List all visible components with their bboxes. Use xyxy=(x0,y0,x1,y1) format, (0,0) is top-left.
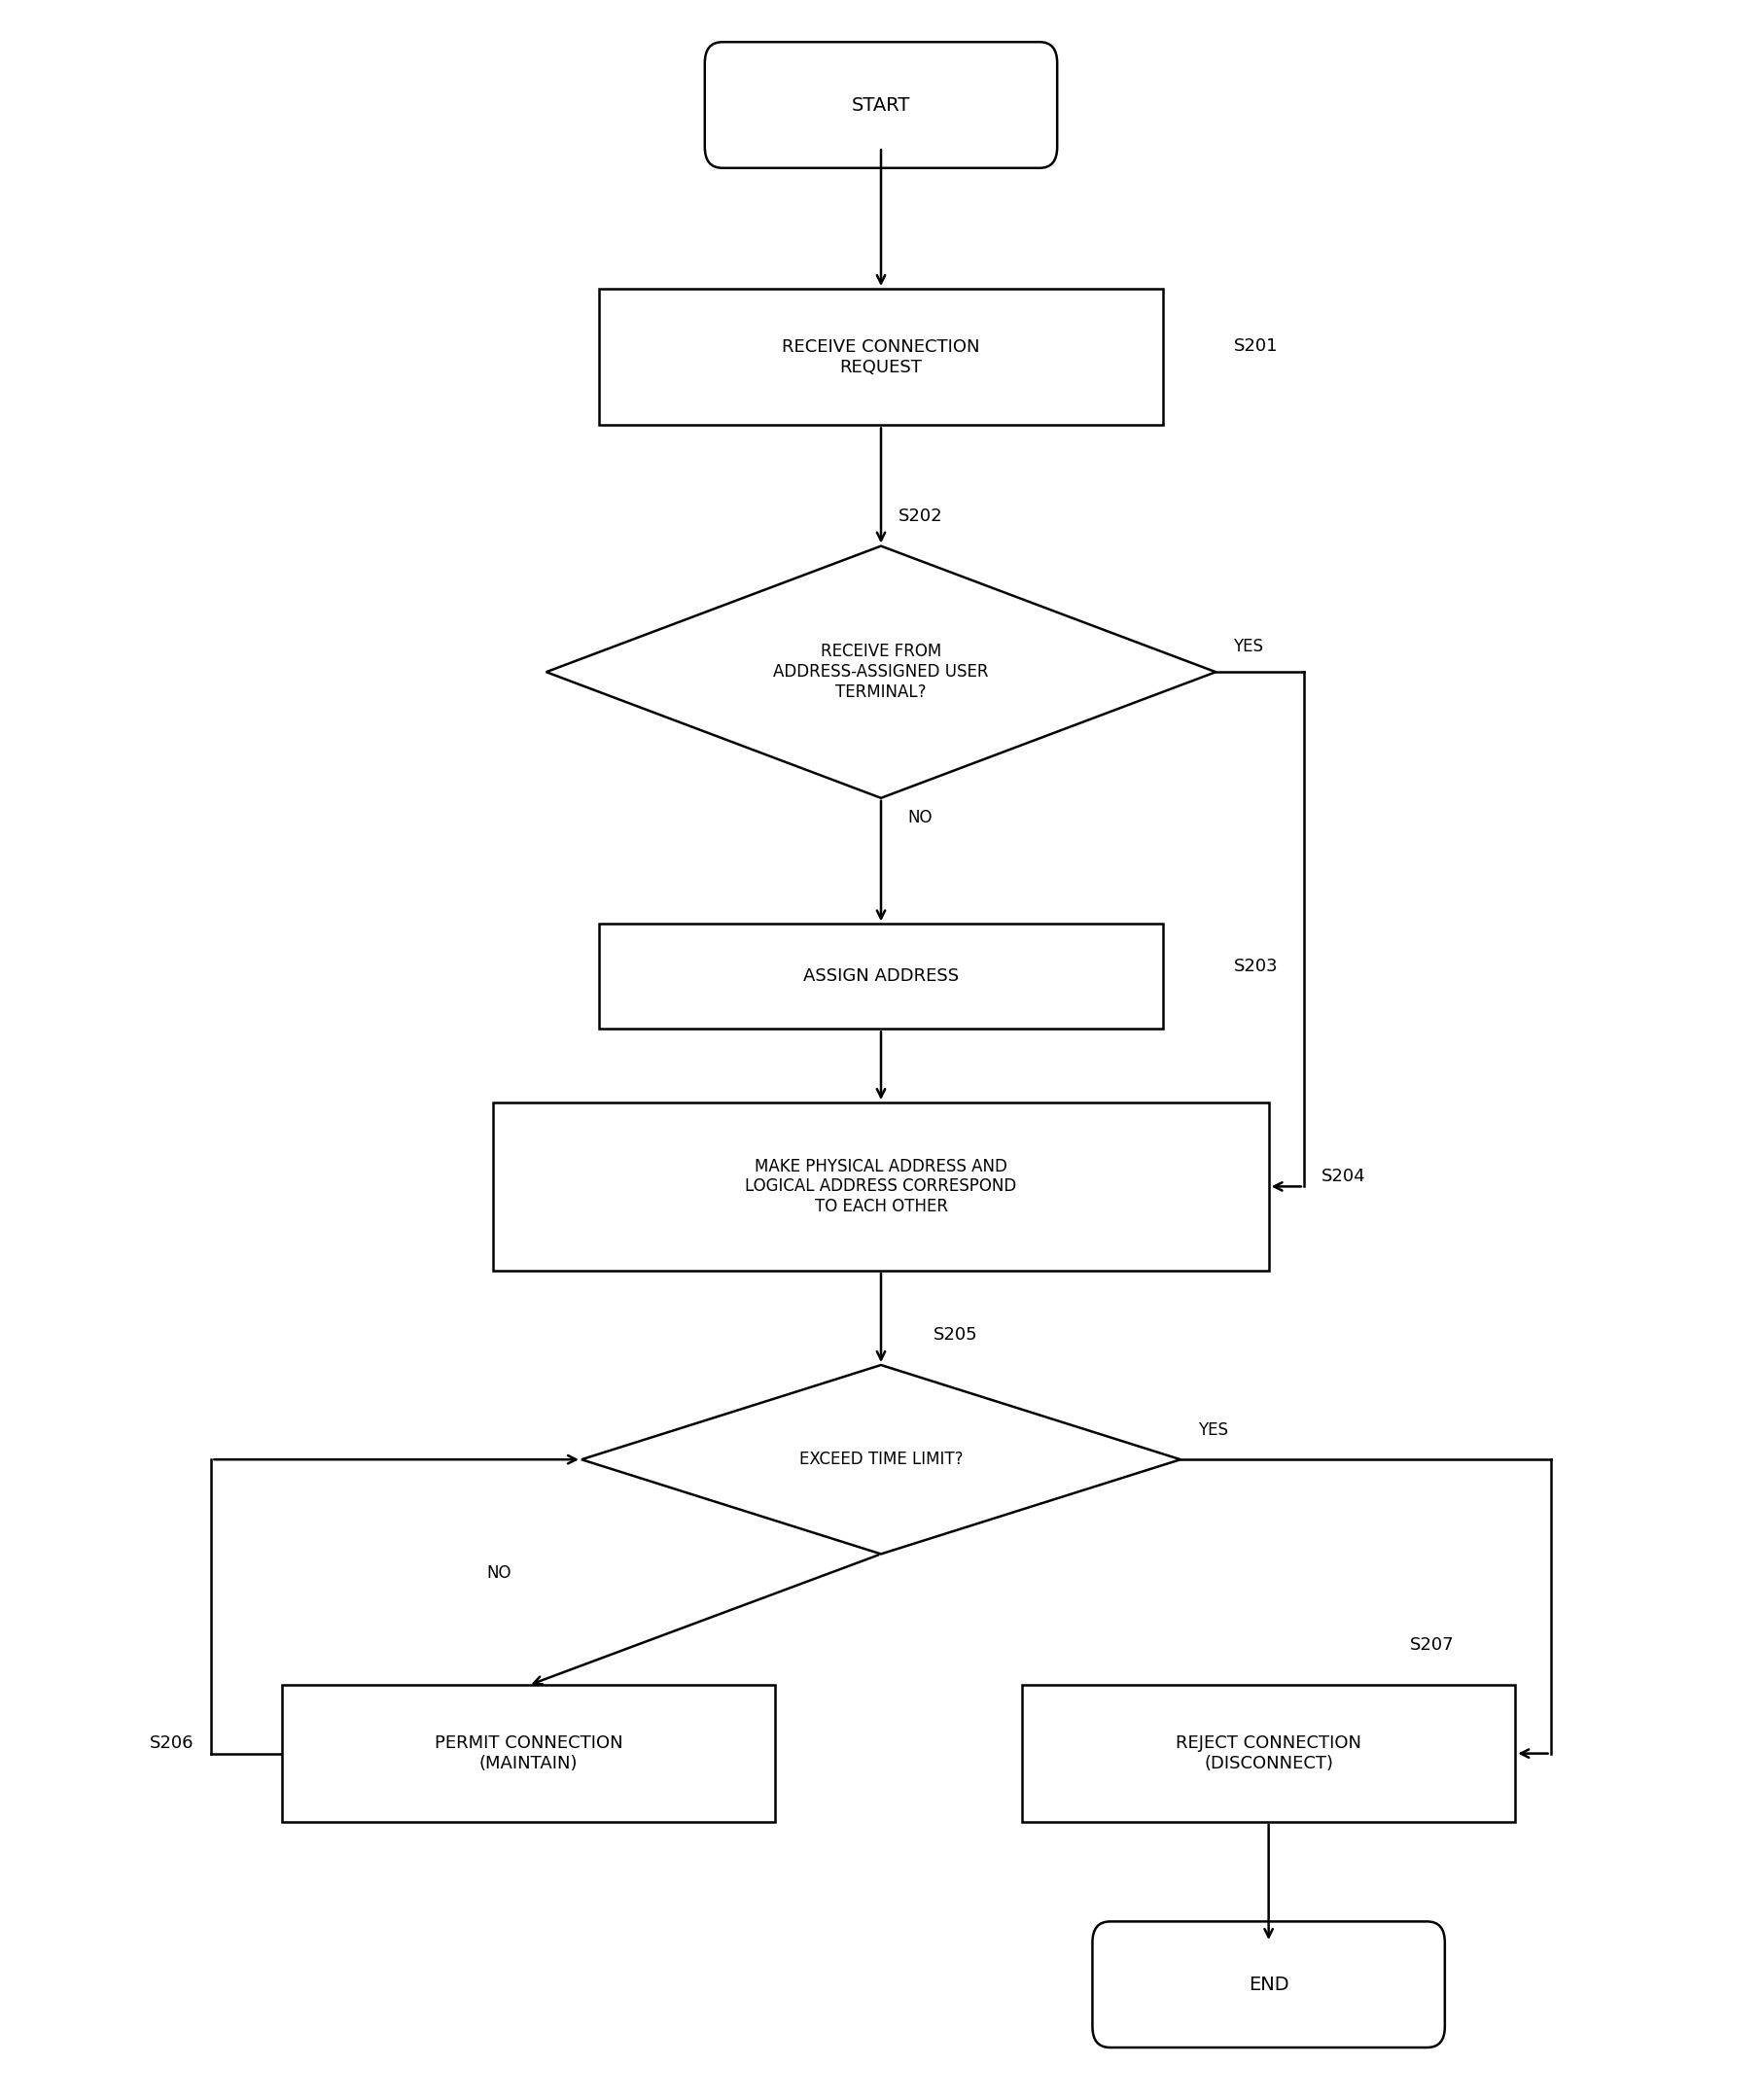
Polygon shape xyxy=(581,1365,1181,1554)
Text: NO: NO xyxy=(907,808,932,825)
FancyBboxPatch shape xyxy=(705,42,1057,168)
Text: EXCEED TIME LIMIT?: EXCEED TIME LIMIT? xyxy=(800,1451,962,1468)
Bar xyxy=(282,1684,775,1821)
Text: YES: YES xyxy=(1198,1422,1228,1439)
Text: S206: S206 xyxy=(150,1735,194,1751)
Text: S205: S205 xyxy=(934,1327,978,1344)
Text: PERMIT CONNECTION
(MAINTAIN): PERMIT CONNECTION (MAINTAIN) xyxy=(435,1735,622,1772)
Text: YES: YES xyxy=(1233,638,1263,655)
Text: S203: S203 xyxy=(1233,958,1277,974)
Text: START: START xyxy=(851,97,911,113)
Bar xyxy=(599,924,1163,1029)
Text: MAKE PHYSICAL ADDRESS AND
LOGICAL ADDRESS CORRESPOND
TO EACH OTHER: MAKE PHYSICAL ADDRESS AND LOGICAL ADDRES… xyxy=(745,1157,1017,1216)
Bar xyxy=(599,288,1163,424)
Text: S204: S204 xyxy=(1322,1168,1366,1184)
Text: S202: S202 xyxy=(899,508,943,525)
Text: RECEIVE CONNECTION
REQUEST: RECEIVE CONNECTION REQUEST xyxy=(782,338,980,376)
Text: S201: S201 xyxy=(1233,338,1277,355)
Text: REJECT CONNECTION
(DISCONNECT): REJECT CONNECTION (DISCONNECT) xyxy=(1175,1735,1362,1772)
FancyBboxPatch shape xyxy=(1092,1922,1445,2048)
Bar xyxy=(493,1102,1269,1270)
Text: RECEIVE FROM
ADDRESS-ASSIGNED USER
TERMINAL?: RECEIVE FROM ADDRESS-ASSIGNED USER TERMI… xyxy=(774,643,988,701)
Text: END: END xyxy=(1249,1976,1288,1993)
Text: S207: S207 xyxy=(1410,1636,1454,1655)
Bar xyxy=(1022,1684,1515,1821)
Text: ASSIGN ADDRESS: ASSIGN ADDRESS xyxy=(803,968,959,985)
Polygon shape xyxy=(546,546,1216,798)
Text: NO: NO xyxy=(486,1564,511,1581)
